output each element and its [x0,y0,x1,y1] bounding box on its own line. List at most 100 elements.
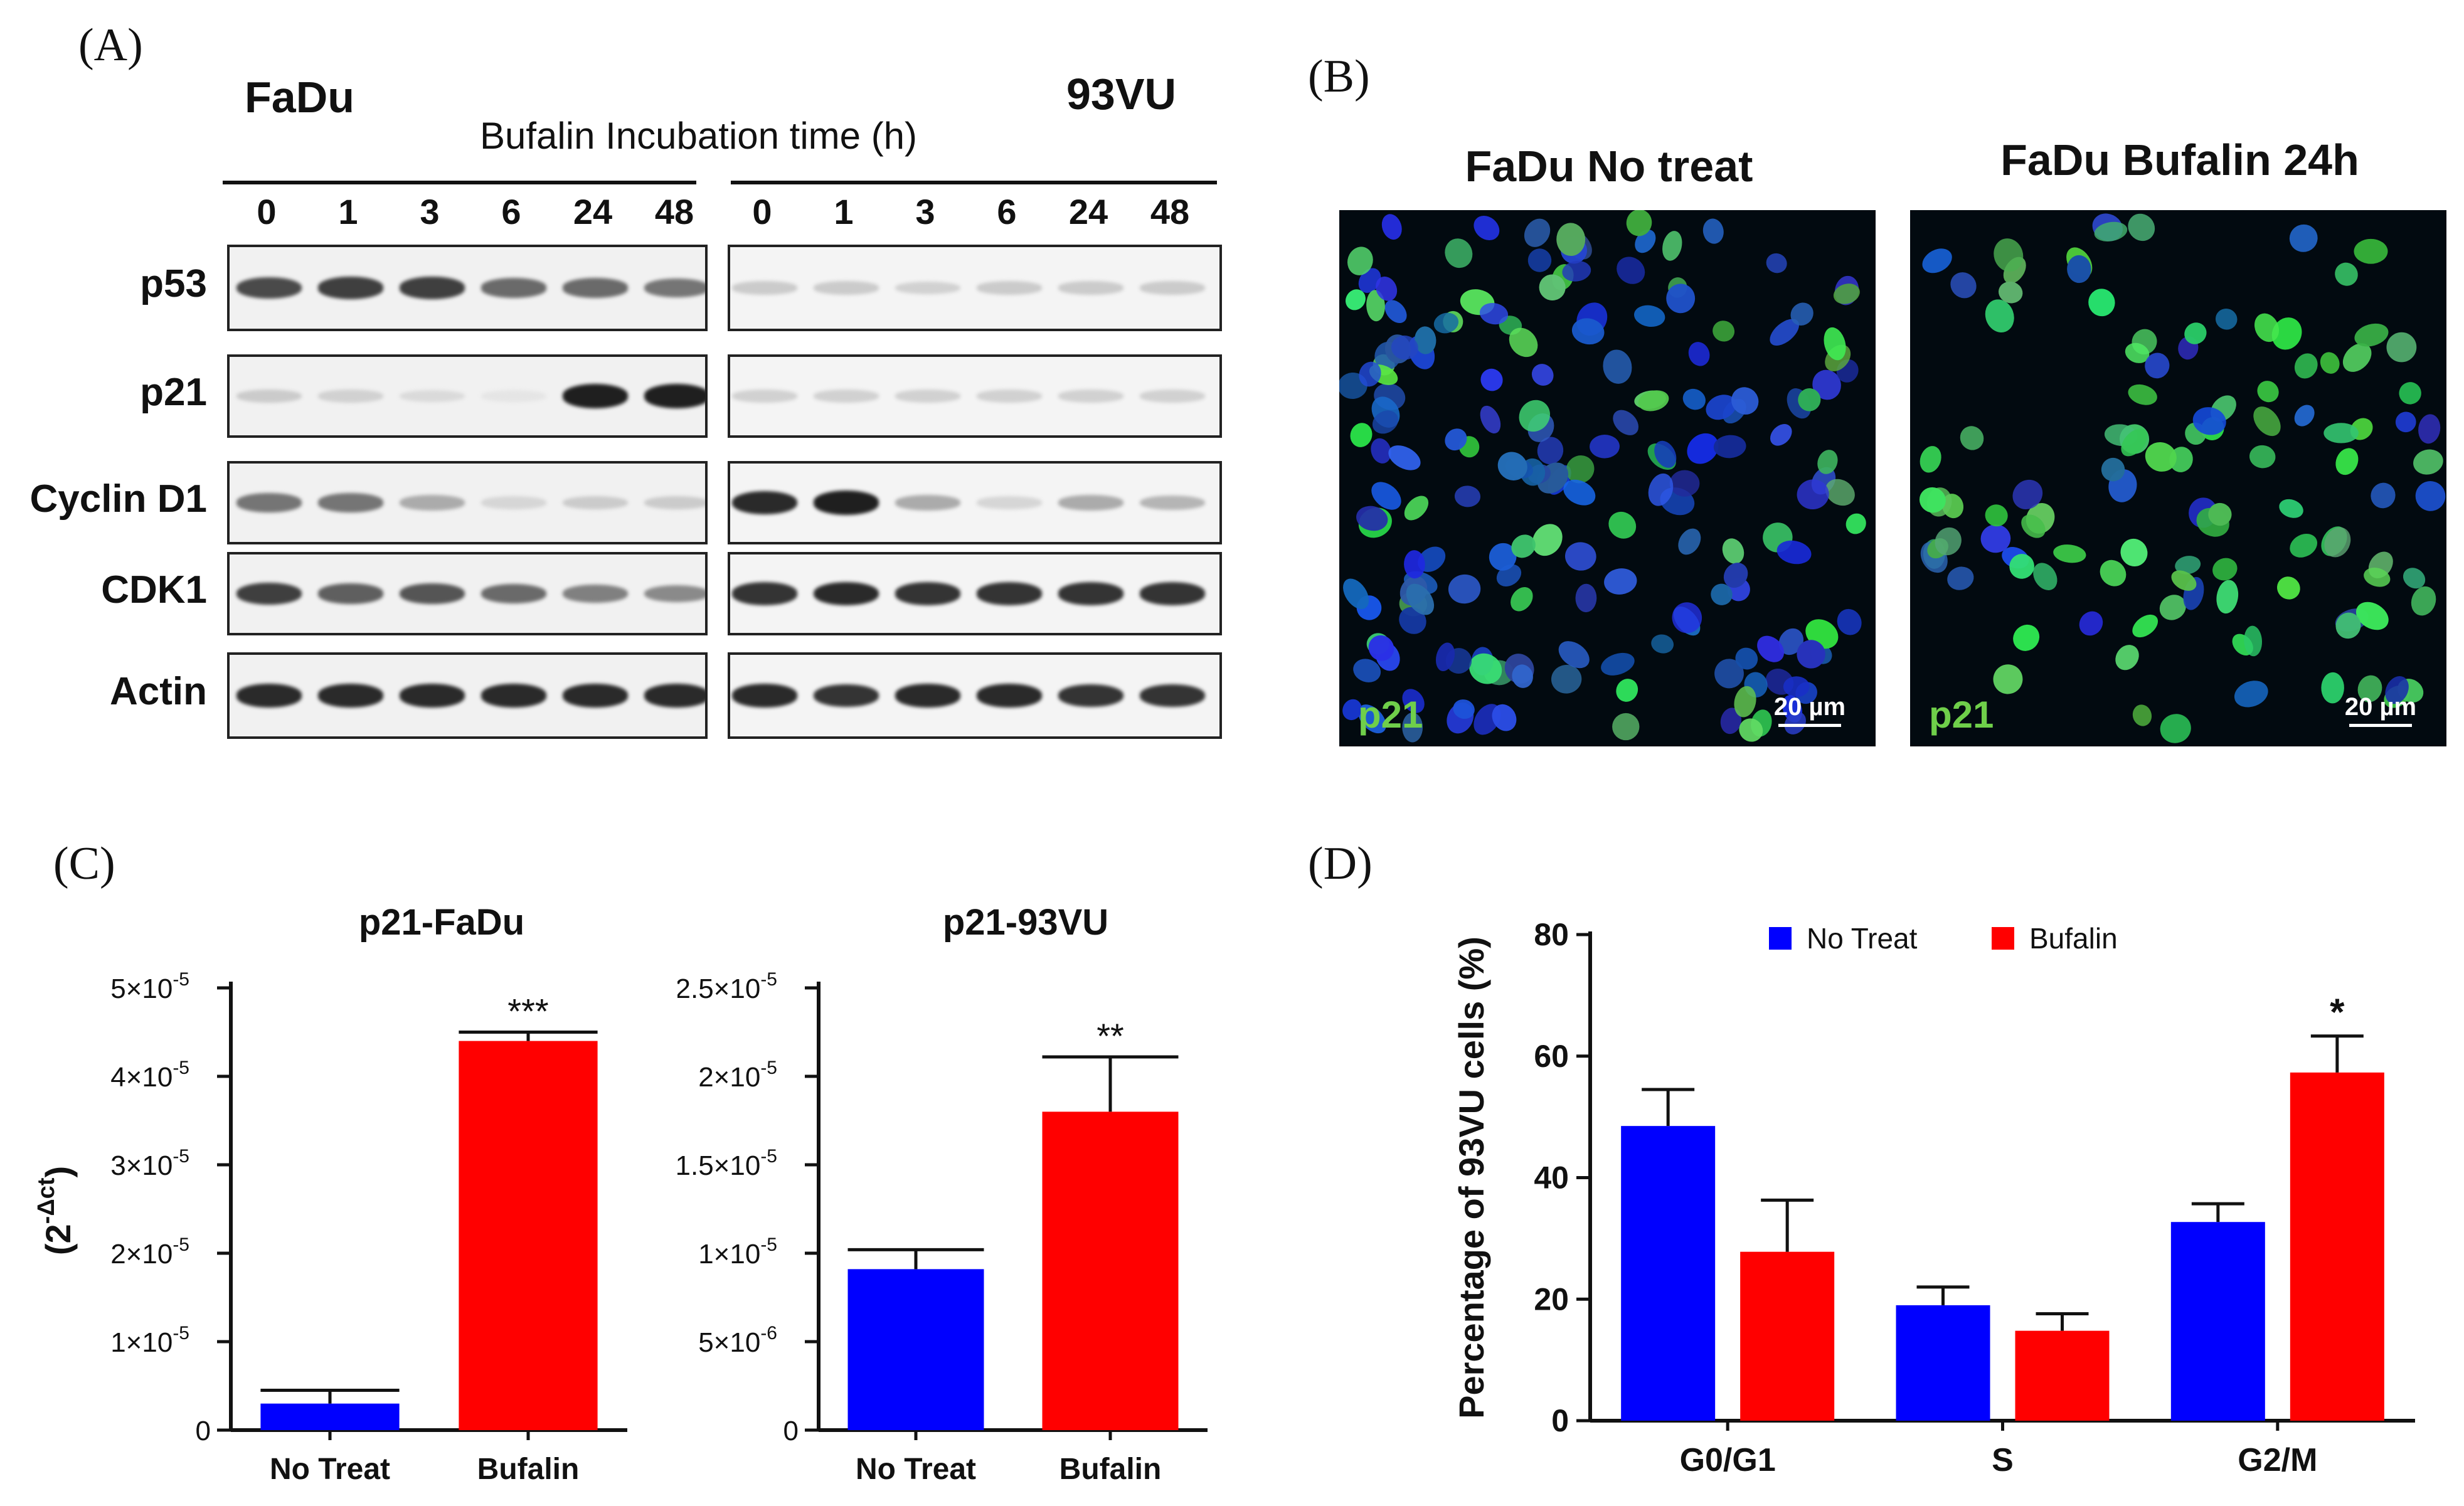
x-tick-label: S [1992,1442,2014,1478]
nucleus [2160,714,2191,743]
chart-p21-93vu: p21-93VU 0 5×10-6 1×10-5 1.5×10-5 2×10-5 2.5×1… [677,902,1208,1486]
nucleus [2132,614,2159,638]
nucleus [1511,534,1536,558]
nucleus [2371,482,2396,509]
nucleus [1817,450,1838,474]
nucleus [1720,708,1742,734]
legend-swatch-no-treat [1769,927,1792,950]
nucleus [1687,433,1719,464]
band [732,491,797,515]
blot-93vu-cdk1 [728,552,1222,635]
scale-bar-line [2349,724,2412,727]
nucleus [2171,570,2197,591]
nucleus [2413,449,2443,475]
band [895,684,960,708]
nucleus [1524,218,1551,247]
nucleus [2159,595,2186,620]
nucleus [1654,440,1677,468]
lane-label-fadu: 24 [573,192,613,231]
bar-bufalin [459,1041,598,1430]
nucleus [1402,689,1425,713]
band [318,390,383,403]
nucleus [1947,566,1974,590]
band [1058,684,1123,708]
nucleus [2013,624,2040,651]
nucleus [1713,321,1735,342]
nucleus [1391,335,1418,360]
nucleus [1368,635,1394,661]
nucleus [2101,457,2125,482]
band [644,278,705,298]
nucleus [1998,281,2023,304]
nuclei-bufalin [1919,213,2446,743]
lane-label-93vu: 48 [1150,192,1190,231]
band [236,277,302,299]
x-tick-label: No Treat [856,1453,976,1486]
nucleus [2244,625,2263,657]
band [644,496,705,510]
band [732,582,797,605]
band [318,493,383,512]
bar-no-treat [260,1403,400,1430]
band [400,495,465,511]
nucleus [1558,641,1590,669]
scale-bar: 20 µm [1772,693,1847,727]
nucleus [2395,411,2416,433]
lane-label-fadu: 48 [654,192,694,231]
nucleus [2411,586,2436,616]
nucleus [1474,215,1500,241]
nucleus [1402,713,1423,743]
nucleus [1980,524,2011,553]
nucleus [1346,289,1366,310]
micro-title-no-treat: FaDu No treat [1465,142,1753,191]
y-tick-label: 40 [1534,1160,1569,1196]
nucleus [1551,664,1582,694]
nucleus [2128,213,2155,241]
nucleus [1682,388,1706,410]
lane-label-93vu: 0 [752,192,772,231]
nucleus [2335,262,2358,286]
panel-b-letter: (B) [1308,51,1370,102]
nucleus [1790,302,1813,326]
y-tick-label: 1.5×10-5 [677,1146,777,1181]
band [563,585,628,603]
band [481,496,546,509]
band [563,496,628,510]
nucleus [1356,506,1388,531]
nucleus [1480,368,1503,391]
y-tick-label: 20 [1534,1281,1569,1317]
band [814,581,879,606]
band [236,582,302,605]
nucleus [2257,381,2279,403]
nucleus [2357,675,2382,703]
band [1140,684,1205,708]
legend-label: Bufalin [2029,922,2118,955]
legend-label: No Treat [1807,922,1918,955]
band [563,384,628,408]
band [814,281,879,295]
nucleus [1739,718,1763,742]
nucleus [2184,322,2207,344]
band [732,390,797,403]
nucleus [2271,317,2302,350]
scale-bar: 20 µm [2343,693,2418,727]
nucleus [1935,527,1962,556]
blot-93vu-cyclin-d1 [728,461,1222,544]
nucleus [1678,528,1701,555]
band [1058,390,1123,403]
band [1140,390,1205,403]
microscopy-image-no-treat: p21 20 µm [1339,210,1876,746]
band [895,390,960,403]
nucleus [1985,299,2014,333]
band [318,583,383,604]
y-tick-label: 2.5×10-5 [677,969,777,1004]
nucleus [1376,276,1398,301]
lane-label-fadu: 3 [420,192,440,231]
nucleus [2145,353,2170,379]
protein-label-cdk1: CDK1 [101,568,207,612]
nucleus [1770,424,1792,446]
nucleus [1539,274,1566,301]
y-tick-label: 3×10-5 [110,1146,189,1181]
cell-line-93vu: 93VU [1066,70,1177,119]
nucleus [1448,574,1481,604]
